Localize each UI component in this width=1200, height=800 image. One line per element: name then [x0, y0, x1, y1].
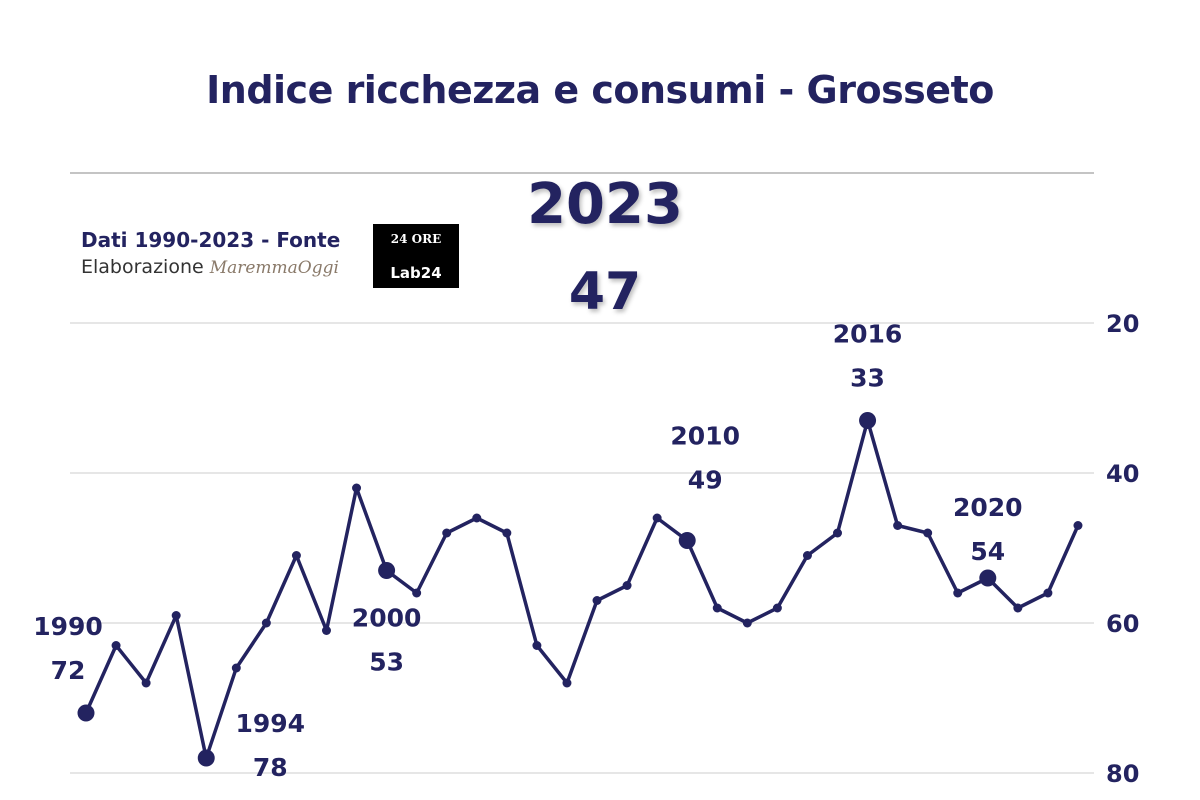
data-point — [472, 513, 482, 523]
data-point — [378, 562, 396, 579]
annotation-year: 2020 — [953, 493, 1023, 522]
annotation-value: 78 — [253, 753, 288, 782]
source-note: Dati 1990-2023 - Fonte Elaborazione Marem… — [81, 228, 340, 278]
data-point — [979, 569, 997, 587]
data-point — [859, 412, 877, 429]
annotation-year: 1994 — [235, 709, 305, 738]
data-point — [652, 513, 662, 523]
data-point — [562, 678, 572, 688]
data-point — [802, 551, 812, 560]
logo-bottom-text: Lab24 — [390, 264, 442, 282]
data-point — [77, 704, 95, 722]
data-point — [893, 521, 903, 530]
data-point — [953, 588, 963, 598]
data-point — [502, 528, 512, 538]
annotation-value: 53 — [369, 648, 404, 677]
data-point — [141, 678, 151, 688]
data-point — [923, 528, 933, 538]
data-point — [1073, 521, 1083, 530]
highlight-value: 47 — [568, 262, 642, 322]
data-point — [742, 618, 752, 628]
logo-top-text: 24 ORE — [390, 232, 442, 246]
data-point — [352, 483, 362, 493]
data-point — [772, 603, 782, 613]
data-point — [833, 528, 842, 538]
data-point — [442, 528, 452, 538]
data-point — [291, 551, 301, 560]
data-point — [171, 611, 181, 620]
annotation-year: 2016 — [833, 320, 903, 349]
source-line1: Dati 1990-2023 - Fonte — [81, 228, 341, 252]
source-line2: Elaborazione MaremmaOggi — [81, 256, 340, 278]
annotation-value: 54 — [970, 537, 1005, 566]
data-point — [1013, 603, 1023, 613]
source-elaborazione: Elaborazione — [81, 256, 204, 278]
data-point — [231, 663, 241, 673]
maremmaoggi-logo: MaremmaOggi — [209, 258, 339, 278]
sole24ore-lab24-logo: 24 ORE Lab24 — [373, 224, 459, 288]
y-tick-label: 80 — [1106, 760, 1139, 788]
annotation-year: 2010 — [670, 422, 740, 451]
data-point — [678, 532, 696, 549]
chart-title: Indice ricchezza e consumi - Grosseto — [206, 68, 994, 112]
y-tick-label: 60 — [1106, 610, 1139, 638]
y-tick-label: 20 — [1106, 310, 1139, 338]
series-line — [84, 418, 1080, 760]
annotation-value: 33 — [850, 364, 885, 393]
data-point — [712, 603, 722, 613]
data-point — [197, 749, 215, 767]
annotation-value: 72 — [51, 656, 86, 685]
data-point — [412, 588, 422, 598]
data-point — [622, 581, 632, 590]
data-point — [321, 626, 331, 635]
data-point — [592, 596, 602, 605]
data-point — [261, 618, 271, 628]
y-tick-label: 40 — [1106, 460, 1139, 488]
annotation-year: 2000 — [352, 604, 422, 633]
data-point — [111, 641, 121, 650]
data-point — [532, 641, 542, 650]
annotation-year: 1990 — [33, 612, 103, 641]
annotation-value: 49 — [688, 466, 723, 495]
highlight-year: 2023 — [527, 172, 683, 237]
data-point — [1043, 588, 1053, 598]
